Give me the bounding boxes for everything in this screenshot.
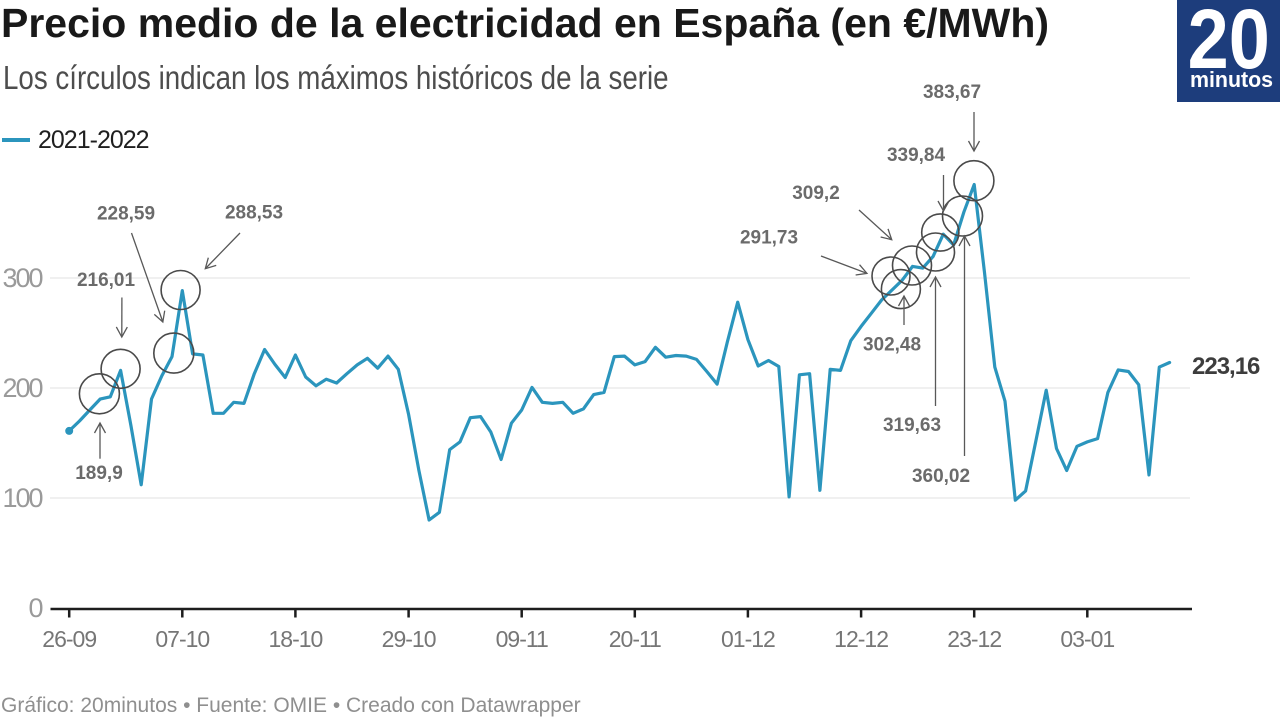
svg-text:09-11: 09-11 (496, 626, 548, 652)
svg-text:288,53: 288,53 (225, 203, 283, 224)
svg-text:200: 200 (2, 373, 42, 403)
svg-text:309,2: 309,2 (792, 183, 840, 204)
svg-text:12-12: 12-12 (834, 626, 888, 652)
svg-text:29-10: 29-10 (382, 626, 436, 652)
svg-text:01-12: 01-12 (721, 626, 775, 652)
svg-text:291,73: 291,73 (740, 228, 798, 249)
svg-text:07-10: 07-10 (155, 626, 209, 652)
svg-text:03-01: 03-01 (1060, 626, 1114, 652)
svg-text:0: 0 (28, 593, 42, 623)
svg-text:18-10: 18-10 (268, 626, 322, 652)
svg-text:189,9: 189,9 (75, 463, 123, 484)
svg-text:339,84: 339,84 (887, 145, 946, 166)
svg-text:360,02: 360,02 (912, 466, 970, 487)
svg-text:223,16: 223,16 (1192, 353, 1260, 380)
svg-text:216,01: 216,01 (77, 270, 136, 291)
svg-text:302,48: 302,48 (863, 335, 921, 356)
svg-text:228,59: 228,59 (97, 204, 155, 225)
svg-text:26-09: 26-09 (42, 626, 96, 652)
svg-text:100: 100 (2, 483, 42, 513)
svg-text:23-12: 23-12 (947, 626, 1001, 652)
svg-text:20-11: 20-11 (609, 626, 661, 652)
svg-text:300: 300 (2, 263, 42, 293)
svg-text:383,67: 383,67 (923, 82, 981, 103)
svg-text:319,63: 319,63 (883, 415, 941, 436)
